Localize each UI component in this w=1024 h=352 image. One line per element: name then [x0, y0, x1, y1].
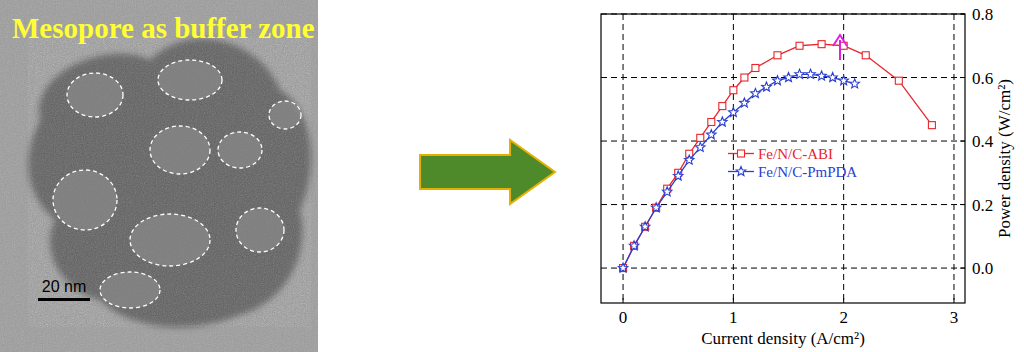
mesopore	[236, 208, 284, 252]
grid-line	[601, 77, 965, 78]
tick-label: 0.0	[972, 259, 993, 278]
tick-label: 1	[729, 308, 738, 327]
tick-label: 2	[839, 308, 848, 327]
data-point	[818, 41, 825, 48]
y-axis-label: Power density (W/cm²)	[995, 79, 1014, 238]
grid-line	[733, 14, 734, 303]
legend-marker	[738, 150, 745, 157]
annotation-arrow	[839, 40, 841, 60]
mesopore-outline	[130, 214, 210, 266]
data-point	[850, 79, 860, 88]
mesopore-outline	[100, 272, 160, 308]
annotation-arrowhead	[833, 35, 847, 46]
page: Mesopore as buffer zone 20 nm 0 1 2 3 0.0 0.2 0.…	[0, 0, 1024, 352]
mesopore-outline	[269, 101, 301, 129]
data-point	[740, 98, 750, 107]
mesopore-outline	[53, 170, 117, 230]
data-point	[828, 73, 838, 82]
data-point	[708, 118, 715, 125]
data-point	[806, 69, 816, 78]
grid-line	[601, 141, 965, 142]
data-point	[684, 155, 694, 164]
data-point	[707, 130, 717, 139]
data-point	[752, 64, 759, 71]
chart: 0 1 2 3 0.0 0.2 0.4 0.6 0.8 Current density (A/cm…	[601, 5, 1014, 348]
tick	[960, 141, 965, 142]
grid-line	[623, 14, 624, 303]
data-point	[773, 76, 783, 85]
tick-label: 0.8	[972, 5, 993, 24]
grid-line	[601, 268, 965, 269]
tick-label: 0.4	[972, 132, 994, 151]
tick	[960, 268, 965, 269]
data-point	[696, 142, 706, 151]
legend-marker	[736, 167, 746, 176]
data-point	[796, 42, 803, 49]
legend-label: Fe/N/C-PmPDA	[758, 164, 857, 180]
data-point	[839, 76, 849, 85]
mesopore	[130, 214, 210, 266]
data-point	[629, 241, 639, 250]
mesopore-outline	[236, 208, 284, 252]
mesopore	[150, 126, 210, 174]
data-point	[895, 77, 902, 84]
mesopore	[158, 60, 222, 100]
data-point	[662, 187, 672, 196]
data-point	[651, 203, 661, 212]
data-point	[729, 107, 739, 116]
data-point	[673, 171, 683, 180]
caption: Mesopore as buffer zone	[12, 12, 315, 44]
data-point	[817, 71, 827, 80]
data-point	[719, 103, 726, 110]
particle	[29, 39, 311, 327]
series-line	[623, 44, 932, 268]
data-point	[862, 52, 869, 59]
grid-line	[843, 14, 844, 303]
data-point	[751, 88, 761, 97]
tick	[960, 77, 965, 78]
tick	[960, 204, 965, 205]
mesopore-outline	[158, 60, 222, 100]
legend: Fe/N/C-ABI Fe/N/C-PmPDA	[728, 146, 857, 180]
tem-image: Mesopore as buffer zone 20 nm	[0, 0, 318, 352]
mesopore	[67, 73, 123, 117]
mesopore	[269, 101, 301, 129]
data-point	[618, 263, 628, 272]
tick-label: 0.2	[972, 196, 993, 215]
legend-label: Fe/N/C-ABI	[758, 146, 833, 162]
mesopore-outline	[67, 73, 123, 117]
data-point	[741, 74, 748, 81]
plot-area	[618, 41, 935, 272]
scale-bar-label: 20 nm	[42, 278, 86, 295]
tick	[953, 298, 954, 303]
data-point	[774, 52, 781, 59]
data-point	[784, 73, 794, 82]
mesopore	[53, 170, 117, 230]
data-point	[928, 122, 935, 129]
tick-label: 0.6	[972, 69, 993, 88]
data-point	[795, 69, 805, 78]
tick	[843, 298, 844, 303]
mesopore	[100, 272, 160, 308]
data-point	[697, 134, 704, 141]
data-point	[730, 87, 737, 94]
x-axis-label: Current density (A/cm²)	[701, 329, 865, 348]
data-point	[640, 222, 650, 231]
grid-line	[953, 14, 954, 303]
arrow	[420, 140, 555, 204]
tick	[733, 298, 734, 303]
tick-label: 3	[950, 308, 959, 327]
data-point	[718, 117, 728, 126]
plot-frame	[601, 14, 965, 303]
tick	[623, 298, 624, 303]
data-point	[762, 82, 772, 91]
mesopore-outline	[218, 132, 262, 168]
tick-label: 0	[619, 308, 628, 327]
mesopore-outline	[150, 126, 210, 174]
scale-bar	[38, 298, 90, 301]
mesopore	[218, 132, 262, 168]
